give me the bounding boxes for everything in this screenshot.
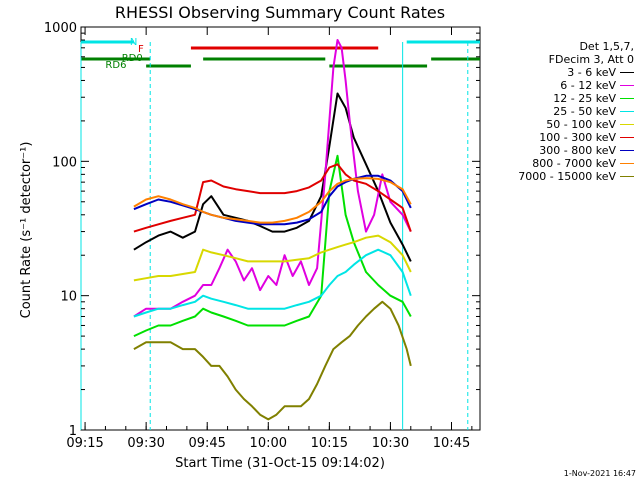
legend-item: 100 - 300 keV bbox=[494, 131, 634, 144]
legend-swatch bbox=[620, 176, 634, 177]
legend-swatch bbox=[620, 111, 634, 112]
legend: Det 1,5,7, FDecim 3, Att 0 3 - 6 keV 6 - … bbox=[494, 40, 634, 183]
x-tick-label-1: 09:30 bbox=[127, 436, 164, 451]
y-tick-label-0: 1 bbox=[69, 424, 77, 439]
legend-header-line-2: FDecim 3, Att 0 bbox=[548, 53, 634, 66]
series-line-6 bbox=[133, 174, 412, 226]
x-axis-label: Start Time (31-Oct-15 09:14:02) bbox=[175, 456, 385, 471]
y-tick-label-1: 10 bbox=[60, 290, 77, 305]
legend-item: 25 - 50 keV bbox=[494, 105, 634, 118]
legend-item: 12 - 25 keV bbox=[494, 92, 634, 105]
legend-label: 6 - 12 keV bbox=[560, 79, 616, 92]
y-tick-label-2: 100 bbox=[52, 155, 77, 170]
flag-label-f: F bbox=[138, 44, 144, 55]
y-axis: 1 10 100 1000 bbox=[44, 21, 480, 439]
footer-date: 1-Nov-2021 16:47 bbox=[563, 469, 636, 478]
legend-item: 50 - 100 keV bbox=[494, 118, 634, 131]
legend-item: 7000 - 15000 keV bbox=[494, 170, 634, 183]
x-tick-label-6: 10:45 bbox=[433, 436, 470, 451]
series-line-5 bbox=[133, 163, 412, 233]
x-tick-label-3: 10:00 bbox=[250, 436, 287, 451]
legend-swatch bbox=[620, 124, 634, 125]
legend-item: 6 - 12 keV bbox=[494, 79, 634, 92]
x-axis: 09:15 09:30 09:45 10:00 10:15 10:30 10:45 bbox=[66, 27, 473, 451]
legend-swatch bbox=[620, 150, 634, 151]
flag-label-n: N bbox=[130, 37, 137, 48]
y-tick-label-3: 1000 bbox=[44, 21, 77, 36]
legend-label: 12 - 25 keV bbox=[553, 92, 616, 105]
series-line-7 bbox=[133, 177, 412, 224]
flag-label-rd0: RD0 bbox=[122, 53, 143, 64]
legend-label: 800 - 7000 keV bbox=[532, 157, 616, 170]
x-tick-label-0: 09:15 bbox=[66, 436, 103, 451]
legend-item: 3 - 6 keV bbox=[494, 66, 634, 79]
series-line-1 bbox=[133, 39, 412, 318]
legend-item: 800 - 7000 keV bbox=[494, 157, 634, 170]
x-tick-label-4: 10:15 bbox=[311, 436, 348, 451]
legend-swatch bbox=[620, 163, 634, 164]
legend-label: 25 - 50 keV bbox=[553, 105, 616, 118]
y-axis-label: Count Rate (s⁻¹ detector⁻¹) bbox=[19, 142, 34, 319]
legend-swatch bbox=[620, 98, 634, 99]
series-line-4 bbox=[133, 234, 412, 282]
x-tick-label-5: 10:30 bbox=[372, 436, 409, 451]
legend-label: 50 - 100 keV bbox=[546, 118, 616, 131]
legend-item: 300 - 800 keV bbox=[494, 144, 634, 157]
legend-swatch bbox=[620, 137, 634, 138]
legend-label: 3 - 6 keV bbox=[567, 66, 616, 79]
series-line-0 bbox=[133, 92, 412, 262]
legend-label: 300 - 800 keV bbox=[539, 144, 616, 157]
flag-label-rd6: RD6 bbox=[105, 60, 126, 71]
series-layer bbox=[133, 39, 412, 421]
series-line-8 bbox=[133, 300, 412, 421]
legend-swatch bbox=[620, 72, 634, 73]
chart-title: RHESSI Observing Summary Count Rates bbox=[115, 3, 445, 22]
legend-swatch bbox=[620, 85, 634, 86]
x-tick-label-2: 09:45 bbox=[188, 436, 225, 451]
series-line-2 bbox=[133, 154, 412, 338]
legend-header-line-1: Det 1,5,7, bbox=[579, 40, 634, 53]
legend-label: 100 - 300 keV bbox=[539, 131, 616, 144]
legend-rows: 3 - 6 keV 6 - 12 keV 12 - 25 keV 25 - 50 ke… bbox=[494, 66, 634, 183]
legend-label: 7000 - 15000 keV bbox=[518, 170, 616, 183]
series-line-3 bbox=[133, 248, 412, 318]
